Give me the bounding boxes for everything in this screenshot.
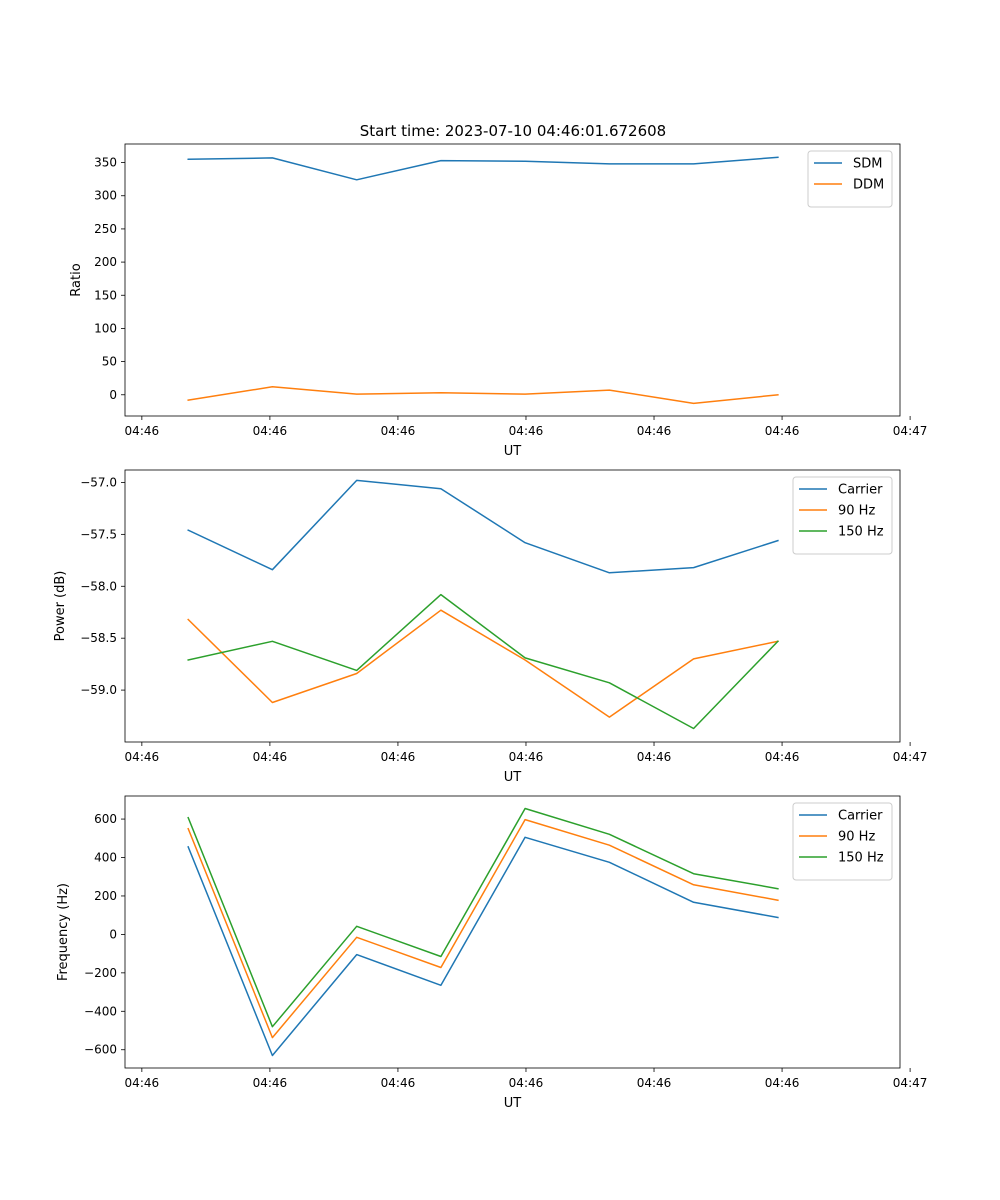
panel-2-xlabel: UT (504, 770, 522, 785)
panel-3-series-150-hz-line (187, 807, 779, 1028)
panel-1-xtick-label: 04:46 (509, 424, 544, 438)
panel-1-xtick-label: 04:47 (893, 424, 928, 438)
panel-1-plot-area (125, 144, 900, 416)
panel-3-xtick-label: 04:47 (893, 1076, 928, 1090)
panel-1-xtick-label: 04:46 (381, 424, 416, 438)
panel-1-xtick-label: 04:46 (765, 424, 800, 438)
panel-1-ytick-label: 50 (102, 355, 117, 369)
panel-1: 04:46 04:46 04:46 04:46 04:46 04:46 04:47 0 50 10… (69, 143, 928, 459)
panel-1-ytick-label: 250 (94, 222, 117, 236)
panel-3-xtick-label: 04:46 (381, 1076, 416, 1090)
panel-1-ytick-label: 0 (109, 388, 117, 402)
panel-3-legend: Carrier 90 Hz 150 Hz (792, 802, 893, 881)
panel-1-series-ddm-line (187, 386, 779, 405)
panel-1-legend-box (807, 150, 893, 208)
panel-2-legend-box (792, 476, 893, 555)
panel-1-xtick-label: 04:46 (637, 424, 672, 438)
panel-2-series-90-hz-line (187, 609, 779, 718)
panel-3-ytick-label: −600 (84, 1043, 117, 1057)
panel-2-legend-label: 90 Hz (838, 504, 875, 519)
panel-1-ytick-label: 100 (94, 321, 117, 335)
panel-3-legend-box (792, 802, 893, 881)
panel-3-ytick-label: −200 (84, 966, 117, 980)
panel-1-ytick-label: 150 (94, 288, 117, 302)
panel-3-legend-label: 150 Hz (838, 851, 884, 866)
panel-2-axes-frame (124, 469, 901, 743)
panel-2-xtick-label: 04:46 (509, 750, 544, 764)
panel-3-ytick-label: 600 (94, 812, 117, 826)
panel-2-series-150-hz-line (187, 593, 779, 730)
panel-1-legend-label: DDM (853, 178, 884, 193)
panel-3-series-90-hz-line (187, 818, 779, 1039)
panel-3-xtick-label: 04:46 (509, 1076, 544, 1090)
panel-3-legend-label: 90 Hz (838, 830, 875, 845)
panel-3-xtick-label: 04:46 (637, 1076, 672, 1090)
panel-1-axes-frame (124, 143, 901, 417)
panel-2: 04:46 04:46 04:46 04:46 04:46 04:46 04:47 −59.0… (53, 469, 928, 785)
panel-2-legend-label: Carrier (838, 483, 883, 498)
panel-1-ytick-label: 200 (94, 255, 117, 269)
panel-2-ytick-label: −57.0 (80, 475, 117, 489)
panel-2-xtick-label: 04:46 (253, 750, 288, 764)
panel-1-series-sdm-line (187, 156, 779, 181)
panel-2-legend-label: 150 Hz (838, 525, 884, 540)
panel-1-ytick-label: 300 (94, 189, 117, 203)
panel-2-xtick-label: 04:46 (125, 750, 160, 764)
panel-3-ytick-label: 200 (94, 889, 117, 903)
panel-2-plot-area (125, 470, 900, 742)
panel-3-ytick-label: 400 (94, 851, 117, 865)
panel-3: 04:46 04:46 04:46 04:46 04:46 04:46 04:47 −600 −… (56, 795, 928, 1111)
panel-3-xlabel: UT (504, 1096, 522, 1111)
panel-3-plot-area (125, 796, 900, 1068)
panel-1-xlabel: UT (504, 444, 522, 459)
panel-1-xtick-label: 04:46 (253, 424, 288, 438)
panel-2-xtick-label: 04:46 (637, 750, 672, 764)
panel-2-legend: Carrier 90 Hz 150 Hz (792, 476, 893, 555)
panel-1-legend: SDM DDM (807, 150, 893, 208)
panel-3-ylabel: Frequency (Hz) (56, 883, 71, 981)
panel-2-ytick-label: −58.0 (80, 579, 117, 593)
panel-2-ylabel: Power (dB) (53, 571, 68, 642)
panel-1-legend-label: SDM (853, 157, 882, 172)
panel-3-ytick-label: 0 (109, 927, 117, 941)
figure-title: Start time: 2023-07-10 04:46:01.672608 (360, 122, 666, 140)
panel-2-xtick-label: 04:46 (765, 750, 800, 764)
panel-3-xtick-label: 04:46 (125, 1076, 160, 1090)
panel-2-series-carrier-line (187, 479, 779, 574)
panel-2-ytick-label: −59.0 (80, 683, 117, 697)
panel-3-xtick-label: 04:46 (765, 1076, 800, 1090)
panel-1-ylabel: Ratio (69, 263, 84, 296)
panel-1-ytick-label: 350 (94, 156, 117, 170)
panel-2-xtick-label: 04:46 (381, 750, 416, 764)
panel-3-xtick-label: 04:46 (253, 1076, 288, 1090)
panel-3-ytick-label: −400 (84, 1004, 117, 1018)
panels: 04:46 04:46 04:46 04:46 04:46 04:46 04:47 0 50 10… (53, 143, 928, 1111)
panel-3-series-carrier-line (187, 836, 779, 1057)
panel-3-legend-label: Carrier (838, 809, 883, 824)
panel-3-axes-frame (124, 795, 901, 1069)
panel-1-xtick-label: 04:46 (125, 424, 160, 438)
panel-2-ytick-label: −57.5 (80, 527, 117, 541)
panel-2-xtick-label: 04:47 (893, 750, 928, 764)
panel-2-ytick-label: −58.5 (80, 631, 117, 645)
